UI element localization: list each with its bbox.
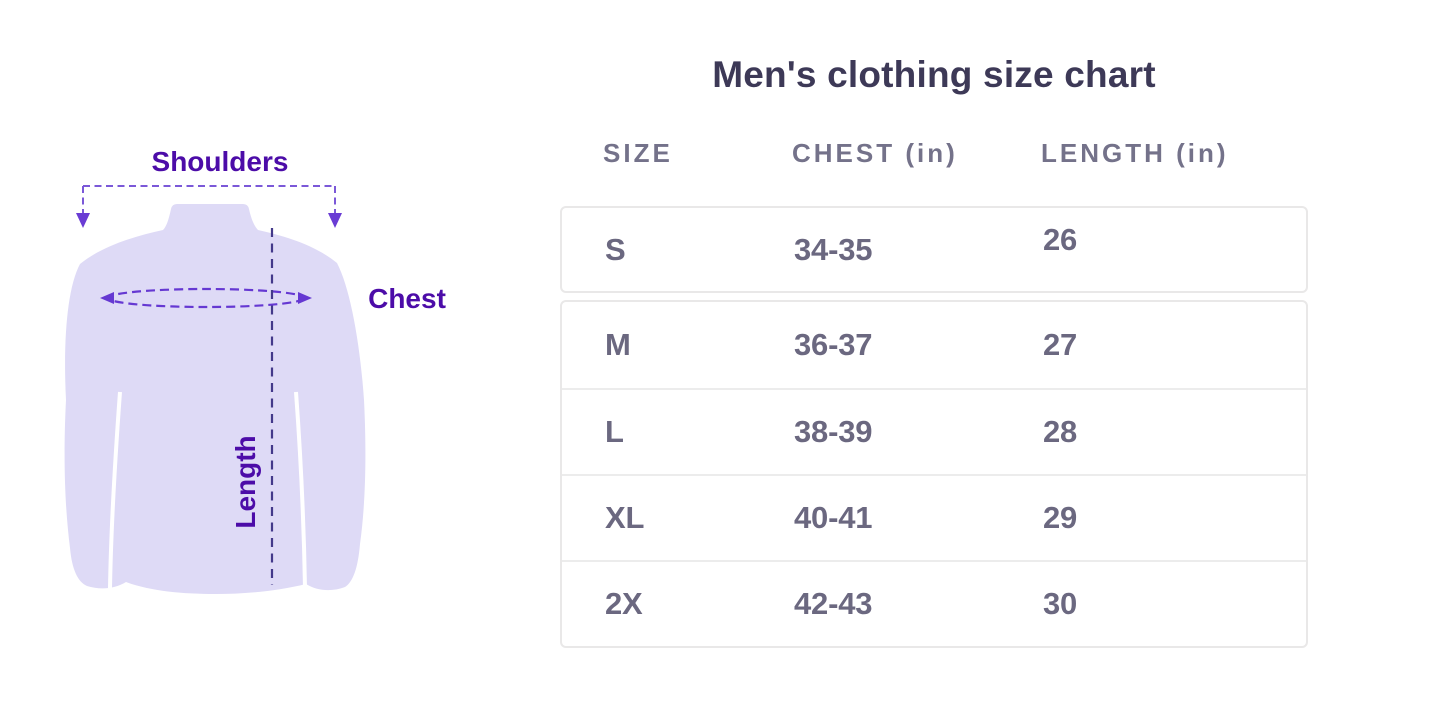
table-row: L 38-39 28 — [562, 388, 1306, 474]
column-header-chest: CHEST (in) — [792, 138, 958, 168]
table-header-row: SIZE CHEST (in) LENGTH (in) — [560, 138, 1308, 168]
length-cell: 29 — [1043, 500, 1078, 535]
length-cell: 26 — [1043, 221, 1078, 257]
shoulders-measure-arrow — [82, 185, 336, 214]
chest-cell: 42-43 — [794, 586, 873, 621]
table-row: S 34-35 26 — [562, 208, 1306, 291]
size-cell: L — [605, 414, 624, 449]
chest-cell: 36-37 — [794, 327, 873, 362]
size-table-box-s: S 34-35 26 — [560, 206, 1308, 293]
shirt-measurement-diagram: Shoulders Chest Length — [64, 146, 446, 594]
table-row: M 36-37 27 — [562, 302, 1306, 388]
shoulders-label: Shoulders — [152, 146, 289, 177]
chest-cell: 34-35 — [794, 231, 873, 267]
size-cell: 2X — [605, 586, 643, 621]
length-cell: 28 — [1043, 414, 1078, 449]
length-cell: 27 — [1043, 327, 1078, 362]
chest-label: Chest — [368, 283, 446, 314]
chest-cell: 40-41 — [794, 500, 873, 535]
size-cell: S — [605, 231, 626, 267]
shoulders-arrowhead-left — [76, 213, 90, 228]
column-header-size: SIZE — [603, 138, 673, 168]
chest-arrowhead-left — [100, 292, 114, 304]
table-row: 2X 42-43 30 — [562, 560, 1306, 646]
column-header-length: LENGTH (in) — [1041, 138, 1229, 168]
chest-cell: 38-39 — [794, 414, 873, 449]
sleeve-gap-right — [294, 391, 307, 589]
sleeve-gap-left — [108, 391, 122, 589]
table-row: XL 40-41 29 — [562, 474, 1306, 560]
size-cell: M — [605, 327, 631, 362]
length-cell: 30 — [1043, 586, 1078, 621]
size-cell: XL — [605, 500, 645, 535]
size-table-box-rest: M 36-37 27 L 38-39 28 XL 40-41 29 2X 42-… — [560, 300, 1308, 648]
page-title: Men's clothing size chart — [712, 54, 1156, 95]
shoulders-arrowhead-right — [328, 213, 342, 228]
chest-arrowhead-right — [298, 292, 312, 304]
length-label: Length — [230, 435, 261, 528]
